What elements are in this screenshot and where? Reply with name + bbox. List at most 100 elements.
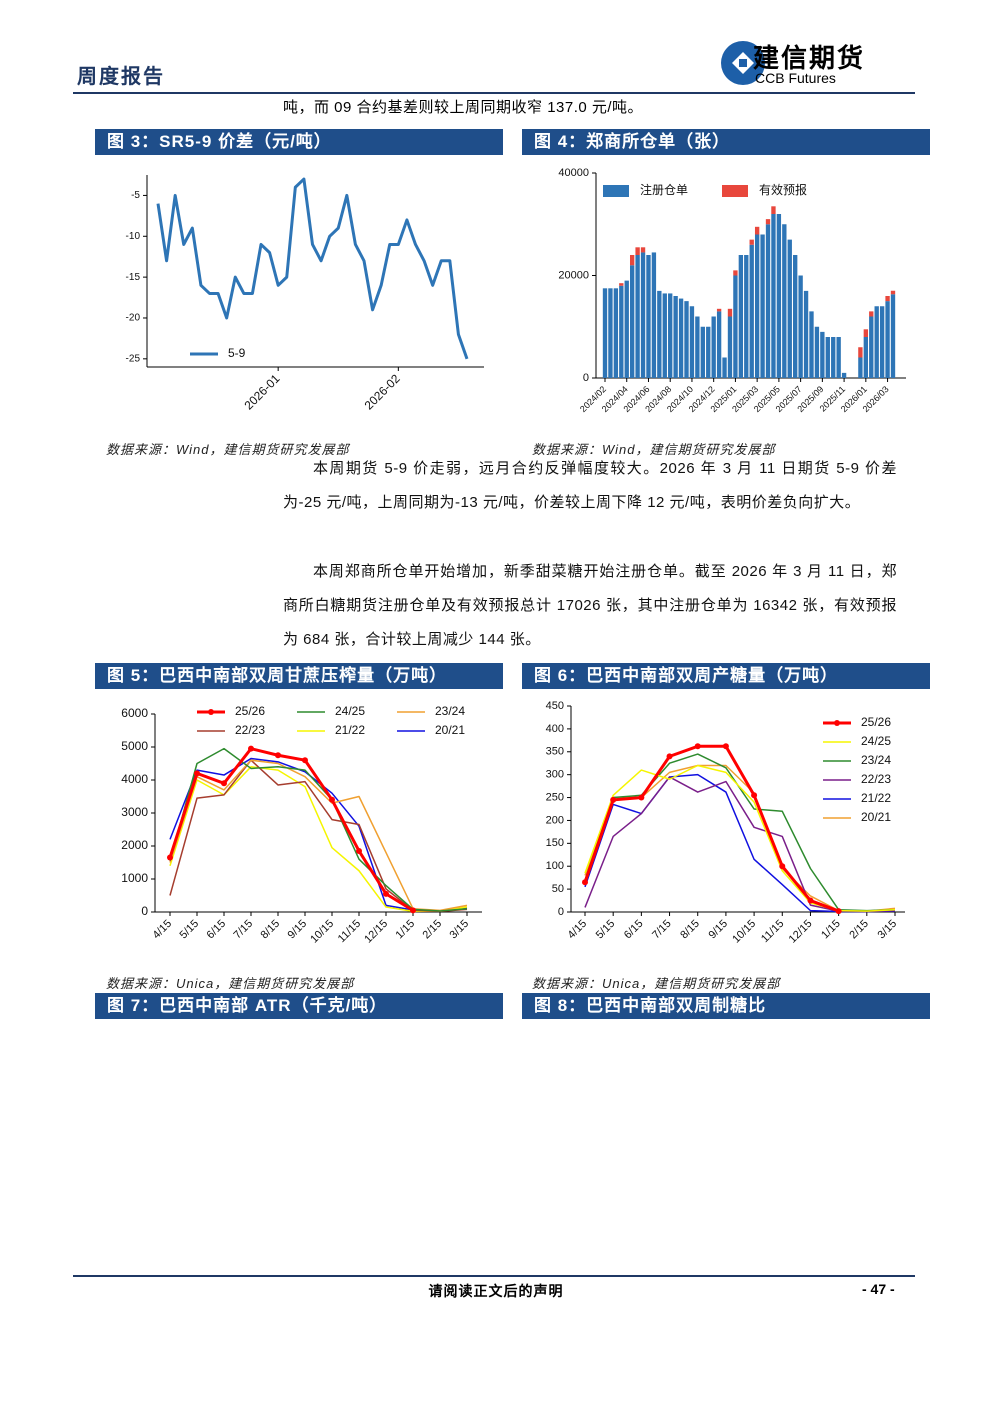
x-tick-label: 4/15: [151, 918, 175, 942]
figure-title: 图 7：巴西中南部 ATR（千克/吨）: [95, 993, 503, 1019]
bar-segment: [885, 301, 890, 378]
legend-marker: [834, 720, 840, 726]
x-tick-label: 11/15: [759, 918, 786, 945]
x-tick-label: 5/15: [178, 918, 202, 942]
y-tick-label: -5: [131, 190, 140, 201]
bar-segment: [646, 255, 651, 378]
bar-segment: [619, 285, 624, 378]
figure-title: 图 4：郑商所仓单（张）: [522, 129, 930, 155]
series-line: [584, 764, 896, 912]
bar-segment: [635, 247, 640, 255]
page-number: - 47 -: [862, 1281, 895, 1297]
bar-segment: [798, 275, 803, 378]
series-marker: [167, 854, 173, 861]
y-tick-label: 100: [546, 860, 564, 872]
legend-label: 23/24: [861, 753, 891, 767]
bar-segment: [765, 224, 771, 378]
y-tick-label: 0: [583, 372, 589, 384]
x-tick-label: 9/15: [286, 918, 310, 942]
figure-title: 图 8：巴西中南部双周制糖比: [522, 993, 930, 1019]
legend-label: 21/22: [861, 791, 891, 805]
bar-segment: [657, 290, 662, 378]
series-marker: [221, 780, 227, 787]
bar-segment: [809, 311, 814, 378]
legend-marker: [208, 709, 214, 715]
legend-label: 22/23: [235, 723, 265, 737]
y-tick-label: 350: [546, 746, 564, 758]
y-tick-label: 200: [546, 814, 564, 826]
bar-segment: [858, 357, 863, 378]
bar-segment: [613, 288, 619, 378]
y-tick-label: -15: [126, 272, 141, 283]
bar-segment: [738, 255, 744, 378]
bar-segment: [749, 239, 754, 245]
series-marker: [666, 753, 673, 760]
bar-segment: [841, 372, 847, 378]
y-tick-label: 250: [546, 791, 564, 803]
series-line: [584, 753, 896, 912]
bar-segment: [684, 301, 689, 378]
series-marker: [302, 757, 308, 764]
y-tick-label: -10: [126, 231, 141, 242]
bar-segment: [640, 252, 646, 378]
bar-segment: [803, 290, 809, 378]
bar-segment: [771, 206, 776, 214]
bar-segment: [776, 214, 782, 378]
series-marker: [722, 743, 729, 750]
x-tick-label: 7/15: [650, 918, 674, 942]
bar-segment: [733, 275, 738, 378]
y-tick-label: 150: [546, 837, 564, 849]
figure-source: 数据来源：Unica，建信期货研究发展部: [532, 976, 781, 991]
bar-segment: [863, 329, 869, 337]
bar-segment: [678, 298, 684, 378]
y-tick-label: 450: [546, 700, 564, 712]
bar-segment: [760, 234, 765, 378]
legend-swatch: [603, 185, 629, 197]
bar-segment: [700, 326, 705, 378]
bar-segment: [716, 311, 722, 378]
bar-segment: [765, 219, 771, 225]
bar-segment: [749, 244, 754, 378]
footer-rule: [73, 1275, 915, 1277]
bar-segment: [744, 255, 749, 378]
legend-label: 有效预报: [759, 182, 807, 197]
bar-segment: [635, 255, 640, 378]
bar-segment: [624, 280, 629, 378]
bar-segment: [863, 337, 869, 378]
bar-segment: [793, 255, 798, 378]
x-tick-label: 1/15: [394, 918, 418, 942]
header-rule: [73, 92, 915, 94]
x-tick-label: 2/15: [421, 918, 445, 942]
bar-segment: [869, 316, 874, 378]
company-name: 建信期货: [753, 43, 866, 73]
intro-text: 吨，而 09 合约基差则较上周同期收窄 137.0 元/吨。: [283, 99, 644, 116]
series-marker: [329, 796, 335, 803]
x-tick-label: 8/15: [259, 918, 283, 942]
logo-icon: [721, 41, 765, 85]
bar-segment: [890, 290, 896, 295]
company-name-en: CCB Futures: [755, 70, 836, 86]
bar-segment: [879, 306, 885, 378]
bar-segment: [651, 252, 657, 378]
x-tick-label: 9/15: [706, 918, 730, 942]
legend-label: 注册仓单: [640, 182, 688, 197]
bar-segment: [831, 337, 836, 378]
series-marker: [835, 908, 842, 915]
legend-label: 24/25: [861, 734, 891, 748]
legend-swatch: [722, 185, 748, 197]
bar-segment: [640, 247, 646, 253]
x-tick-label: 6/15: [622, 918, 646, 942]
bar-segment: [673, 296, 678, 378]
y-tick-label: 20000: [558, 269, 589, 281]
x-tick-label: 2026-02: [362, 371, 403, 412]
bar-segment: [602, 288, 608, 378]
y-tick-label: -20: [126, 313, 141, 324]
bar-segment: [754, 234, 760, 378]
legend-label: 20/21: [861, 810, 891, 824]
series-marker: [807, 897, 814, 904]
y-tick-label: 0: [558, 906, 564, 918]
bar-segment: [695, 316, 700, 378]
figure-source: 数据来源：Wind，建信期货研究发展部: [532, 442, 776, 457]
series-line: [169, 759, 468, 913]
